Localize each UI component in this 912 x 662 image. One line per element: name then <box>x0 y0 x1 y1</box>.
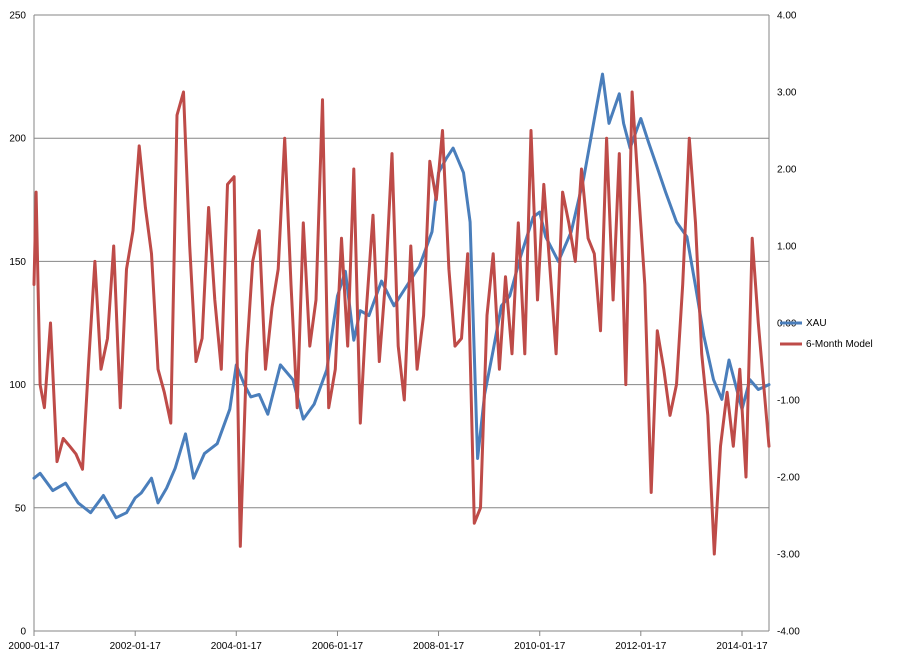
y-tick-label: 0 <box>20 627 26 638</box>
y-tick-label: 150 <box>9 257 26 268</box>
y2-tick-label: 1.00 <box>777 242 797 253</box>
x-tick-label: 2000-01-17 <box>8 641 60 652</box>
x-tick-label: 2012-01-17 <box>615 641 667 652</box>
x-axis-ticks: 2000-01-17 2002-01-17 2004-01-17 2006-01-17… <box>8 631 768 652</box>
grid-lines <box>34 14 769 509</box>
y-axis-left-ticks: 0 50 100 150 200 250 <box>9 11 26 638</box>
series-line-xau <box>32 72 771 520</box>
x-tick-label: 2002-01-17 <box>110 641 162 652</box>
x-tick-label: 2014-01-17 <box>716 641 768 652</box>
y2-tick-label: -3.00 <box>777 550 800 561</box>
y-tick-label: 100 <box>9 380 26 391</box>
legend: XAU 6-Month Model <box>780 318 873 350</box>
y2-tick-label: -1.00 <box>777 396 800 407</box>
y-tick-label: 50 <box>15 503 27 514</box>
y2-tick-label: 4.00 <box>777 11 797 22</box>
y-tick-label: 250 <box>9 11 26 22</box>
y2-tick-label: -2.00 <box>777 473 800 484</box>
y2-tick-label: -4.00 <box>777 627 800 638</box>
x-tick-label: 2008-01-17 <box>413 641 465 652</box>
series-lines <box>32 72 771 556</box>
x-tick-label: 2010-01-17 <box>514 641 566 652</box>
x-tick-label: 2004-01-17 <box>211 641 263 652</box>
y-tick-label: 200 <box>9 134 26 145</box>
series-line-model <box>32 90 771 556</box>
y2-tick-label: 3.00 <box>777 88 797 99</box>
legend-label: XAU <box>806 318 827 329</box>
x-tick-label: 2006-01-17 <box>312 641 364 652</box>
y2-tick-label: 2.00 <box>777 165 797 176</box>
legend-label: 6-Month Model <box>806 339 873 350</box>
